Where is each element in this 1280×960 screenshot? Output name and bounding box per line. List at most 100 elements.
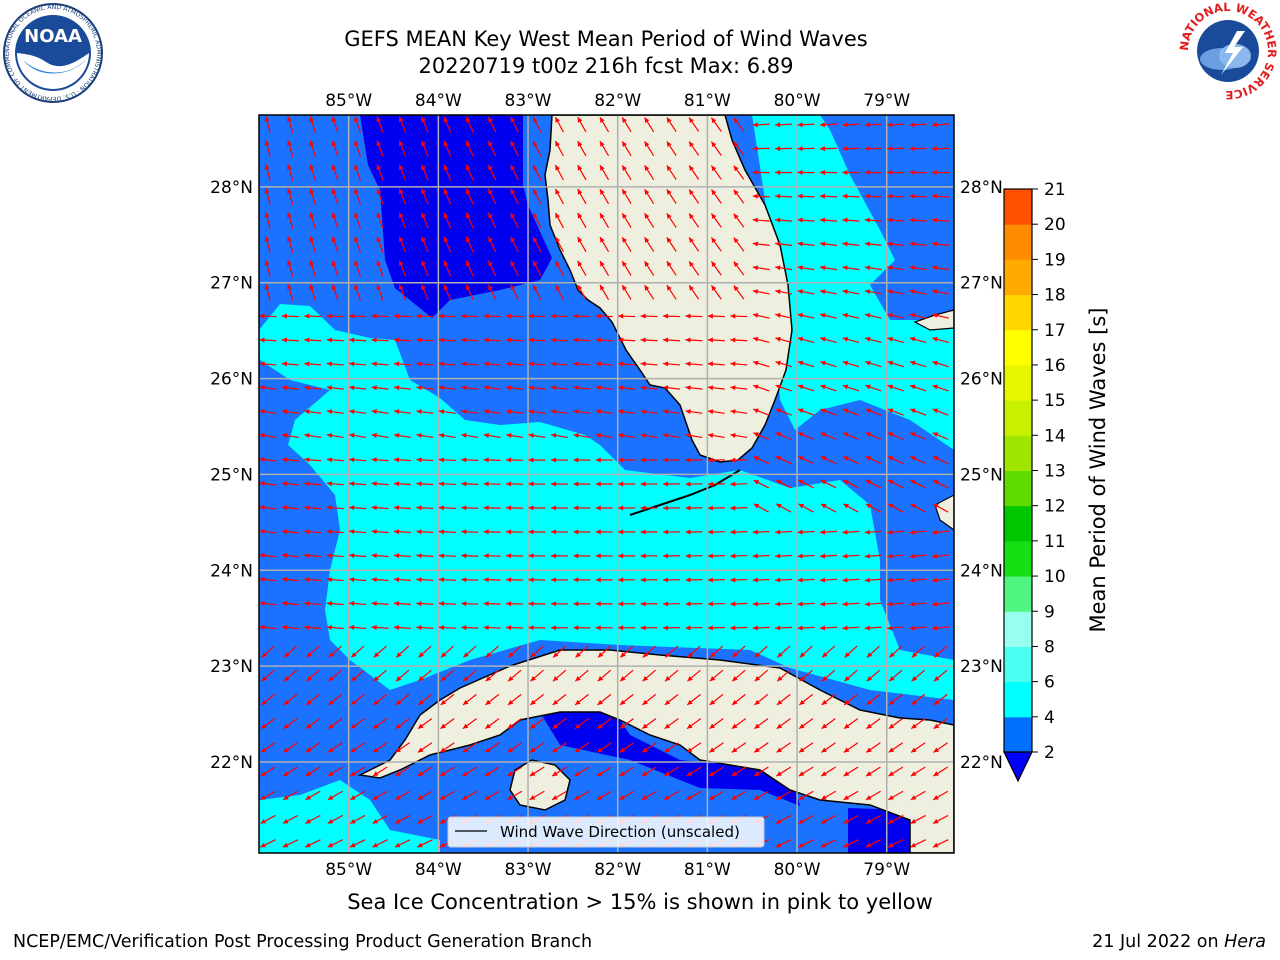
wind-wave-arrowhead <box>865 480 872 485</box>
wind-wave-arrowhead <box>372 795 379 800</box>
wind-wave-arrowhead <box>528 409 534 415</box>
wind-wave-arrowhead <box>483 337 489 343</box>
wind-wave-arrowhead <box>259 505 265 511</box>
wind-wave-arrowhead <box>663 529 669 535</box>
wind-wave-arrowhead <box>394 385 400 391</box>
wind-wave-arrowhead <box>663 433 669 438</box>
wind-wave-arrowhead <box>398 284 404 290</box>
wind-wave-arrowhead <box>395 699 402 705</box>
legend-label: Wind Wave Direction (unscaled) <box>500 823 740 841</box>
wind-wave-arrowhead <box>304 529 310 535</box>
wind-wave-arrowhead <box>797 146 803 152</box>
wind-wave-arrowhead <box>618 457 624 463</box>
wind-wave-arrowhead <box>371 505 377 511</box>
wind-wave-arrowhead <box>754 676 761 682</box>
wind-wave-arrowhead <box>595 577 601 583</box>
wind-wave-arrowhead <box>821 503 827 509</box>
wind-wave-arrowhead <box>575 699 581 705</box>
wind-wave-arrowhead <box>909 601 915 607</box>
wind-wave-arrowhead <box>866 676 873 682</box>
wind-wave-arrowhead <box>820 265 826 271</box>
wind-wave-arrowhead <box>483 481 489 487</box>
wind-wave-arrowhead <box>597 747 603 753</box>
wind-wave-arrowhead <box>797 169 803 175</box>
wind-wave-arrowhead <box>754 771 760 777</box>
wind-wave-arrowhead <box>326 337 332 343</box>
wind-wave-arrowhead <box>887 553 893 559</box>
wind-wave-arrowhead <box>510 212 516 219</box>
wind-wave-arrowhead <box>506 433 512 438</box>
wind-wave-arrowhead <box>461 553 467 559</box>
wind-wave-arrowhead <box>909 553 915 559</box>
wind-wave-arrowhead <box>528 529 534 535</box>
wind-wave-arrowhead <box>305 818 311 824</box>
wind-wave-arrowhead <box>552 771 558 777</box>
wind-wave-arrowhead <box>842 289 848 295</box>
wind-wave-arrowhead <box>663 385 669 391</box>
wind-wave-arrowhead <box>819 529 826 535</box>
wind-wave-arrowhead <box>533 117 538 123</box>
wind-wave-arrowhead <box>466 236 471 243</box>
wind-wave-arrowhead <box>595 481 601 487</box>
wind-wave-arrowhead <box>798 842 804 848</box>
wind-wave-arrowhead <box>443 212 449 219</box>
wind-wave-arrowhead <box>354 140 359 147</box>
wind-wave-arrowhead <box>287 140 292 146</box>
chart-subtitle-forecast: 20220719 t00z 216h fcst Max: 6.89 <box>418 54 794 78</box>
wind-wave-arrowhead <box>439 795 446 800</box>
wind-wave-arrowhead <box>707 457 713 463</box>
wind-wave-arrowhead <box>461 457 467 463</box>
wind-wave-arrowhead <box>842 601 848 607</box>
wind-wave-arrowhead <box>663 625 669 631</box>
wind-wave-arrowhead <box>932 384 939 390</box>
wind-wave-arrowhead <box>663 337 669 343</box>
wind-wave-arrowhead <box>842 553 848 559</box>
wind-wave-arrowhead <box>866 723 872 729</box>
wind-wave-arrowhead <box>798 503 805 509</box>
wind-wave-arrowhead <box>398 116 404 123</box>
wind-wave-arrowhead <box>326 577 332 583</box>
wind-wave-arrowhead <box>666 165 672 171</box>
wind-wave-arrowhead <box>281 553 288 559</box>
wind-wave-arrowhead <box>281 600 288 606</box>
wind-wave-arrowhead <box>555 284 560 291</box>
wind-wave-arrowhead <box>842 217 848 223</box>
wind-wave-arrowhead <box>596 795 603 800</box>
wind-wave-arrowhead <box>933 818 939 824</box>
wind-wave-arrowhead <box>932 577 938 583</box>
wind-wave-arrowhead <box>866 699 873 705</box>
wind-wave-arrowhead <box>842 193 848 199</box>
wind-wave-arrowhead <box>932 408 939 414</box>
wind-wave-arrowhead <box>864 577 870 583</box>
longitude-label: 82°W <box>594 91 641 111</box>
wind-wave-arrowhead <box>888 795 894 800</box>
wind-wave-arrowhead <box>328 676 335 682</box>
longitude-label: 79°W <box>863 91 910 111</box>
wind-wave-arrowhead <box>689 189 695 195</box>
wind-wave-arrowhead <box>889 699 895 705</box>
wind-wave-arrowhead <box>730 385 736 391</box>
wind-wave-arrowhead <box>866 747 872 753</box>
wind-wave-arrowhead <box>331 236 337 242</box>
latitude-label: 26°N <box>210 370 253 390</box>
wind-wave-arrowhead <box>911 652 918 658</box>
wind-wave-arrowhead <box>349 457 355 463</box>
wind-wave-arrowhead <box>711 285 717 291</box>
wind-wave-arrowhead <box>864 289 871 295</box>
wind-wave-arrowhead <box>798 795 805 800</box>
wind-wave-arrowhead <box>533 212 538 219</box>
wind-wave-arrowhead <box>326 409 333 415</box>
wind-wave-arrowhead <box>395 723 402 729</box>
wind-wave-arrowhead <box>644 213 650 219</box>
wind-wave-arrowhead <box>887 408 894 414</box>
wind-wave-arrowhead <box>577 213 583 219</box>
wind-wave-arrowhead <box>394 457 400 463</box>
wind-wave-arrowhead <box>331 164 337 170</box>
wind-wave-arrowhead <box>932 625 938 631</box>
wind-wave-arrowhead <box>283 676 290 682</box>
wind-wave-arrowhead <box>309 164 315 170</box>
wind-wave-arrowhead <box>533 164 538 171</box>
colorbar-segment <box>1004 716 1032 753</box>
wind-wave-arrowhead <box>730 313 736 319</box>
wind-wave-arrowhead <box>909 313 916 318</box>
